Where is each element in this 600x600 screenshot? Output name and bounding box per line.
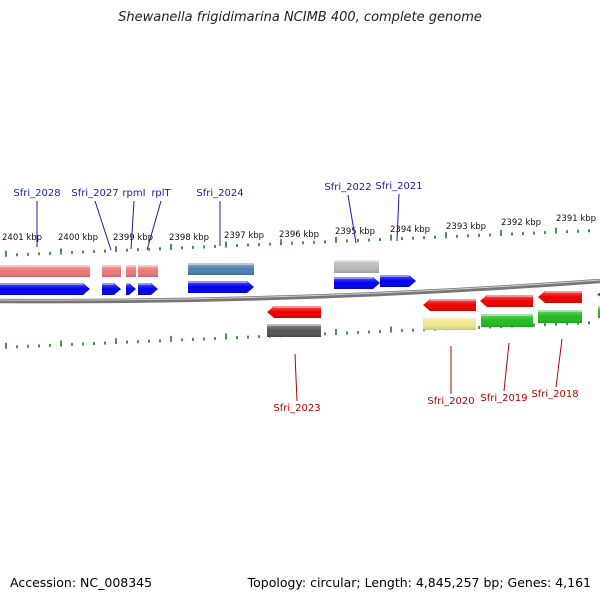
accession-text: Accession: NC_008345 xyxy=(10,575,152,590)
gene-features xyxy=(0,260,600,337)
accession-value: NC_008345 xyxy=(80,575,153,590)
gene-label-sfri-2020[interactable]: Sfri_2020 xyxy=(427,396,474,407)
scale-label: 2396 kbp xyxy=(279,230,319,240)
cds-arrow-sfri-2028 xyxy=(0,283,90,295)
gene-bar-rpmi xyxy=(126,265,136,277)
leader-line-sfri-2018 xyxy=(555,338,563,388)
gene-label-sfri-2027[interactable]: Sfri_2027 xyxy=(71,188,118,199)
scale-label: 2391 kbp xyxy=(556,214,596,224)
gene-label-rpmi[interactable]: rpmI xyxy=(122,188,145,199)
gene-bar-sfri-2018 xyxy=(538,310,582,323)
cds-arrow-sfri-2027 xyxy=(102,283,121,295)
gene-bar-sfri-2020 xyxy=(423,317,476,330)
gene-bar-sfri-2027 xyxy=(102,265,121,277)
gene-bar-sfri-2019 xyxy=(481,314,533,327)
gene-labels: Sfri_2028 Sfri_2027 rpmI rplT Sfri_2024 Sfri_… xyxy=(13,181,578,414)
leader-line-sfri-2019 xyxy=(503,342,510,392)
scale-label: 2399 kbp xyxy=(113,233,153,243)
cds-arrow-sfri-2019 xyxy=(480,295,533,307)
cds-arrow-sfri-2022 xyxy=(334,277,380,289)
accession-label: Accession: xyxy=(10,575,77,590)
scale-label: 2395 kbp xyxy=(335,227,375,237)
gene-label-sfri-2018[interactable]: Sfri_2018 xyxy=(531,389,578,400)
leader-line-rpmi xyxy=(130,200,135,250)
scale-labels: 2401 kbp 2400 kbp 2399 kbp 2398 kbp 2397 kbp… xyxy=(2,214,596,243)
genome-backbone-highlight xyxy=(0,279,600,301)
gene-label-sfri-2023[interactable]: Sfri_2023 xyxy=(273,403,320,414)
gene-label-sfri-2022[interactable]: Sfri_2022 xyxy=(324,182,371,193)
topology-text: Topology: circular; Length: 4,845,257 bp… xyxy=(247,575,591,590)
gene-label-sfri-2021[interactable]: Sfri_2021 xyxy=(375,181,422,192)
scale-label: 2392 kbp xyxy=(501,218,541,228)
cds-arrow-sfri-2021 xyxy=(380,275,416,287)
genome-title: Shewanella frigidimarina NCIMB 400, comp… xyxy=(118,10,482,25)
gene-label-rplt[interactable]: rplT xyxy=(151,188,171,199)
cds-arrow-rplt xyxy=(138,283,158,295)
leader-line-sfri-2023 xyxy=(294,353,298,402)
scale-label: 2394 kbp xyxy=(390,225,430,235)
genome-backbone xyxy=(0,278,600,304)
scale-label: 2397 kbp xyxy=(224,231,264,241)
gene-label-sfri-2019[interactable]: Sfri_2019 xyxy=(480,393,527,404)
gene-bar-sfri-2024 xyxy=(188,263,254,275)
cds-arrow-rpmi xyxy=(126,283,136,295)
scale-label: 2398 kbp xyxy=(169,233,209,243)
cds-arrow-sfri-2024 xyxy=(188,281,254,293)
gene-bar-sfri-2023 xyxy=(267,324,321,337)
cds-arrow-sfri-2023 xyxy=(267,306,321,318)
leader-line-sfri-2027 xyxy=(94,200,112,251)
cds-arrow-sfri-2018 xyxy=(538,291,582,303)
scale-ticks-upper xyxy=(5,227,590,257)
scale-label: 2400 kbp xyxy=(58,233,98,243)
scale-label: 2401 kbp xyxy=(2,233,42,243)
leader-line-sfri-2022 xyxy=(347,194,357,244)
gene-label-sfri-2028[interactable]: Sfri_2028 xyxy=(13,188,60,199)
scale-label: 2393 kbp xyxy=(446,222,486,232)
gene-bar-sfri-2028 xyxy=(0,265,90,277)
cds-arrow-sfri-2020 xyxy=(423,299,476,311)
cds-arrow-offscreen xyxy=(597,290,600,299)
leader-line-sfri-2021 xyxy=(396,193,400,242)
leader-line-rplt xyxy=(146,200,162,251)
label-leaders xyxy=(36,193,563,402)
gene-bar-rplt xyxy=(138,265,158,277)
gene-bar-sfri-2022 xyxy=(334,260,379,273)
gene-label-sfri-2024[interactable]: Sfri_2024 xyxy=(196,188,243,199)
